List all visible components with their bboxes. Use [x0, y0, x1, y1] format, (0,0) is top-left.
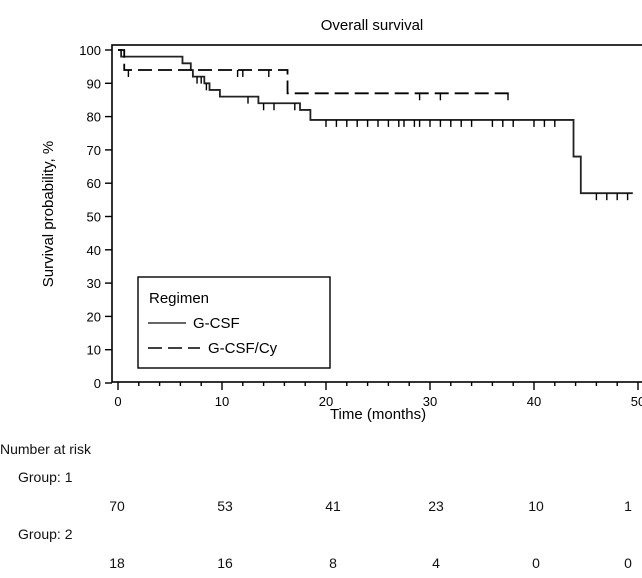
- series-layer: [118, 49, 633, 201]
- x-tick-label: 10: [215, 394, 229, 409]
- y-tick-label: 30: [87, 276, 101, 291]
- legend: Regimen G-CSF G-CSF/Cy: [137, 276, 331, 369]
- series-line-g-csf: [118, 49, 633, 195]
- y-axis-label: Survival probability, %: [40, 141, 57, 287]
- x-tick-label: 30: [423, 394, 437, 409]
- group-1-at-risk: 23: [428, 498, 444, 514]
- x-tick-label: 20: [319, 394, 333, 409]
- group-2-at-risk: 8: [329, 555, 337, 571]
- legend-entry-g-csf: G-CSF: [193, 315, 240, 332]
- x-tick-label: 40: [527, 394, 541, 409]
- y-tick-label: 90: [87, 76, 101, 91]
- y-tick-label: 60: [87, 176, 101, 191]
- y-tick-label: 0: [94, 376, 101, 391]
- group-1-at-risk: 70: [109, 498, 125, 514]
- x-tick-label: 0: [114, 394, 121, 409]
- legend-title: Regimen: [149, 290, 209, 307]
- group-1-at-risk: 1: [624, 498, 632, 514]
- group-1-at-risk: 53: [217, 498, 233, 514]
- legend-entry-g-csf-cy: G-CSF/Cy: [208, 340, 278, 357]
- y-tick-label: 100: [79, 43, 101, 58]
- group-1-label: Group: 1: [18, 469, 73, 485]
- group-1-at-risk: 10: [528, 498, 544, 514]
- y-axis: 0 10 20 30 40 50 60 70 80 90 100: [79, 43, 112, 391]
- group-2-at-risk: 0: [532, 555, 540, 571]
- x-axis-label: Time (months): [330, 406, 426, 423]
- y-tick-label: 20: [87, 309, 101, 324]
- group-2-at-risk: 4: [432, 555, 440, 571]
- y-tick-label: 50: [87, 210, 101, 225]
- group-1-at-risk: 41: [325, 498, 341, 514]
- group-2-label: Group: 2: [18, 526, 73, 542]
- x-axis: 0 10 20 30 40 50: [114, 382, 642, 409]
- group-2-at-risk: 0: [624, 555, 632, 571]
- y-tick-label: 40: [87, 243, 101, 258]
- group-2-at-risk: 16: [217, 555, 233, 571]
- x-tick-label: 50: [631, 394, 642, 409]
- series-line-g-csf-cy: [118, 49, 514, 95]
- y-tick-label: 80: [87, 110, 101, 125]
- number-at-risk-label: Number at risk: [0, 441, 92, 457]
- chart-title: Overall survival: [321, 17, 424, 34]
- group-2-at-risk: 18: [109, 555, 125, 571]
- y-tick-label: 10: [87, 343, 101, 358]
- plot-frame: [111, 44, 642, 383]
- y-tick-label: 70: [87, 143, 101, 158]
